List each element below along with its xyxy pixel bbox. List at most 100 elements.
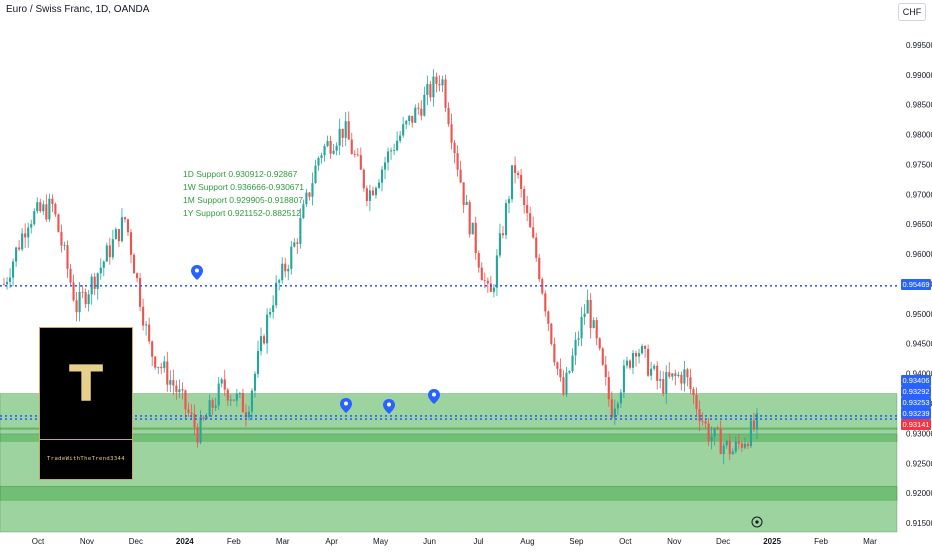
candle-body: [320, 155, 323, 159]
candle-body: [135, 273, 139, 279]
candle-body: [653, 365, 656, 369]
candle-body: [229, 399, 232, 401]
candle-body: [344, 121, 347, 138]
candle-body: [157, 366, 160, 368]
candle-body: [613, 408, 616, 418]
candle-body: [486, 280, 489, 284]
currency-button[interactable]: CHF: [898, 3, 926, 21]
candle-body: [129, 232, 133, 255]
candle-body: [450, 124, 453, 143]
candle-body: [568, 371, 571, 373]
x-tick-label: Mar: [863, 537, 877, 546]
map-pin-icon[interactable]: [191, 265, 203, 280]
candle-body: [592, 320, 595, 328]
candle-body: [172, 380, 175, 386]
candle-body: [501, 233, 505, 236]
brand-logo: T TradeWithTheTrend3344: [39, 327, 133, 480]
candle-body: [674, 373, 677, 377]
candle-body: [63, 245, 66, 246]
candle-body: [631, 353, 635, 368]
candle-body: [45, 204, 48, 220]
candle-body: [535, 237, 538, 258]
support-zone-3: [0, 485, 898, 533]
candle-body: [444, 79, 447, 108]
candle-body: [523, 188, 526, 205]
candle-body: [99, 267, 102, 274]
candle-body: [459, 169, 462, 183]
candle-body: [589, 300, 592, 328]
candle-body: [160, 366, 163, 369]
candle-body: [214, 405, 217, 408]
map-pin-icon[interactable]: [340, 398, 352, 413]
candle-body: [438, 83, 441, 86]
map-pin-icon[interactable]: [428, 389, 440, 404]
candle-body: [217, 383, 220, 406]
candle-body: [728, 440, 731, 455]
x-tick-label: Oct: [32, 537, 45, 546]
candle-body: [462, 182, 465, 205]
candle-body: [123, 217, 127, 220]
settings-icon[interactable]: [751, 516, 763, 528]
candle-body: [680, 374, 683, 384]
candle-body: [574, 339, 577, 356]
candle-body: [326, 140, 329, 147]
candle-body: [66, 245, 69, 269]
candle-body: [269, 312, 272, 315]
x-tick-label: 2024: [176, 537, 194, 546]
candle-body: [695, 395, 698, 410]
map-pin-icon[interactable]: [383, 399, 395, 414]
candle-body: [393, 150, 396, 151]
candle-body: [492, 287, 495, 292]
candle-body: [48, 198, 51, 220]
candle-body: [477, 253, 480, 268]
candle-body: [293, 242, 296, 247]
candle-body: [698, 409, 701, 422]
candle-body: [81, 291, 84, 293]
candle-body: [24, 233, 27, 238]
candle-body: [132, 254, 136, 274]
candle-body: [559, 368, 562, 378]
candle-body: [740, 443, 743, 448]
candle-body: [42, 204, 45, 212]
symbol-title: Euro / Swiss Franc, 1D, OANDA: [6, 4, 150, 15]
candle-body: [187, 409, 190, 413]
candle-body: [565, 372, 568, 395]
candle-body: [692, 389, 695, 396]
support-label-1d: 1D Support 0.930912-0.92867: [183, 169, 298, 179]
candle-body: [701, 421, 704, 422]
candle-body: [671, 373, 674, 377]
x-tick-label: Aug: [520, 537, 534, 546]
candle-body: [377, 182, 381, 188]
candle-body: [196, 427, 199, 443]
candle-body: [547, 311, 550, 324]
candle-body: [483, 280, 486, 281]
x-tick-label: Dec: [716, 537, 730, 546]
candle-body: [710, 436, 713, 442]
candle-body: [746, 443, 749, 447]
candle-body: [402, 124, 405, 136]
candle-body: [386, 151, 390, 163]
candle-body: [51, 198, 54, 204]
candle-body: [577, 338, 580, 340]
candle-body: [308, 192, 311, 197]
x-tick-label: Jun: [423, 537, 436, 546]
candle-body: [755, 413, 759, 429]
candle-body: [465, 202, 468, 205]
candle-body: [21, 233, 24, 250]
candle-body: [610, 399, 613, 418]
candle-body: [263, 336, 266, 344]
candle-body: [480, 267, 483, 281]
candle-body: [148, 324, 151, 342]
candle-body: [350, 139, 353, 154]
candle-body: [15, 247, 18, 262]
candle-body: [704, 421, 707, 424]
candle-body: [571, 355, 574, 372]
